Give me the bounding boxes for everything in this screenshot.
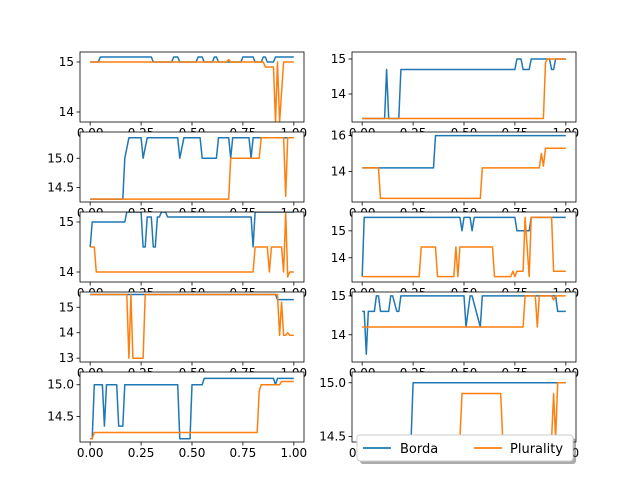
y-tick-label: 14: [59, 326, 74, 340]
series-line-borda: [90, 137, 294, 200]
series-group: [90, 377, 294, 440]
legend: Borda Plurality: [356, 434, 576, 464]
x-tick-label: 0.50: [179, 446, 206, 460]
y-tick-label: 15.0: [47, 151, 74, 165]
series-line-borda: [362, 134, 566, 169]
y-tick-label: 15: [331, 289, 346, 303]
y-tick-label: 15.0: [47, 378, 74, 392]
series-line-borda: [362, 295, 566, 355]
y-tick-label: 15.0: [319, 376, 346, 390]
series-line-plurality: [362, 147, 566, 200]
series-line-plurality: [90, 137, 294, 200]
y-tick-label: 15: [59, 300, 74, 314]
y-tick-label: 13: [59, 351, 74, 365]
series-line-plurality: [90, 380, 294, 440]
series-line-borda: [90, 377, 294, 440]
y-tick-label: 15: [59, 215, 74, 229]
subplot-row5-left: 0.00 0.25 0.50 0.75 1.00 14.5 15.0: [47, 371, 307, 460]
x-tick-label: 1.00: [280, 446, 307, 460]
y-tick-label: 14: [331, 87, 346, 101]
y-tick-label: 15: [331, 52, 346, 66]
x-tick-label: 0.00: [77, 446, 104, 460]
y-tick-label: 14: [59, 105, 74, 119]
series-line-plurality: [362, 295, 566, 328]
series-group: [89, 212, 294, 278]
x-tick-label: 0.75: [230, 446, 257, 460]
y-tick-label: 14: [59, 265, 74, 279]
plot-area: [80, 292, 304, 362]
series-line-plurality: [362, 58, 566, 120]
y-tick-label: 14.5: [47, 410, 74, 424]
series-group: [362, 295, 566, 355]
series-group: [362, 58, 566, 120]
y-tick-label: 14: [331, 251, 346, 265]
plot-area: [80, 52, 304, 122]
series-group: [90, 293, 294, 359]
legend-label-borda: Borda: [400, 442, 438, 457]
legend-frame: [356, 434, 574, 462]
series-group: [362, 134, 566, 200]
y-tick-label: 14.5: [319, 430, 346, 444]
plot-area: [352, 372, 576, 442]
series-line-plurality: [362, 216, 566, 278]
plot-area: [352, 132, 576, 202]
series-line-borda: [89, 212, 294, 248]
plot-area: [80, 132, 304, 202]
series-line-plurality: [90, 293, 294, 359]
subplot-row1-left: 0.000.250.500.751.001415: [59, 51, 307, 140]
series-group: [90, 56, 294, 122]
y-tick-label: 14: [331, 164, 346, 178]
series-line-plurality: [90, 58, 294, 122]
y-tick-label: 15: [59, 55, 74, 69]
series-group: [90, 137, 294, 200]
plot-area: [80, 372, 304, 442]
series-line-plurality: [90, 212, 294, 278]
legend-label-plurality: Plurality: [510, 442, 563, 457]
subplot-row1-right: 0.000.250.500.751.001415: [331, 51, 579, 140]
y-tick-label: 14: [331, 328, 346, 342]
y-tick-label: 15: [331, 224, 346, 238]
plot-area: [352, 52, 576, 122]
series-group: [361, 216, 566, 278]
y-tick-label: 16: [331, 129, 346, 143]
x-tick-label: 0.25: [128, 446, 155, 460]
subplot-grid: 0.00 0.25 0.50 0.75 1.00 14 15 0.00 0.25 0.50 0.75…: [47, 51, 579, 460]
y-tick-label: 14.5: [47, 180, 74, 194]
